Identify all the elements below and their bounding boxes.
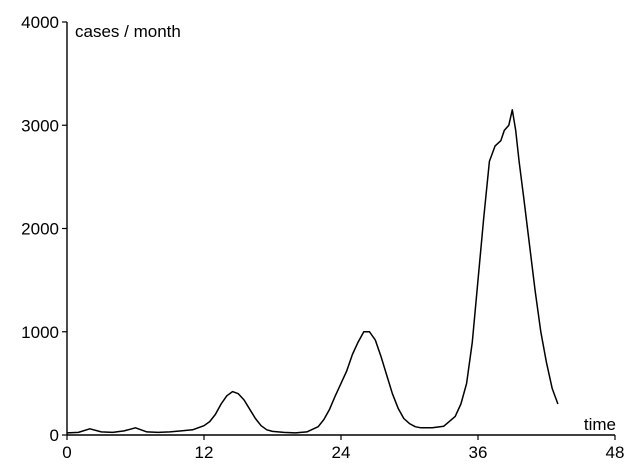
x-tick-label: 48 xyxy=(606,443,625,462)
y-tick-label: 2000 xyxy=(21,220,59,239)
x-tick-label: 0 xyxy=(62,443,71,462)
y-tick-label: 3000 xyxy=(21,116,59,135)
x-tick-label: 12 xyxy=(195,443,214,462)
ticks: 0 1000 2000 3000 4000 0 12 24 36 48 xyxy=(21,13,624,462)
x-tick-label: 24 xyxy=(332,443,351,462)
y-tick-label: 0 xyxy=(50,426,59,445)
y-axis-title: cases / month xyxy=(75,22,181,41)
y-tick-label: 1000 xyxy=(21,323,59,342)
series-line-1 xyxy=(66,109,559,434)
series-layer xyxy=(66,109,559,434)
y-tick-label: 4000 xyxy=(21,13,59,32)
x-tick-label: 36 xyxy=(469,443,488,462)
x-axis-title: time xyxy=(584,415,616,434)
axes xyxy=(66,22,615,436)
